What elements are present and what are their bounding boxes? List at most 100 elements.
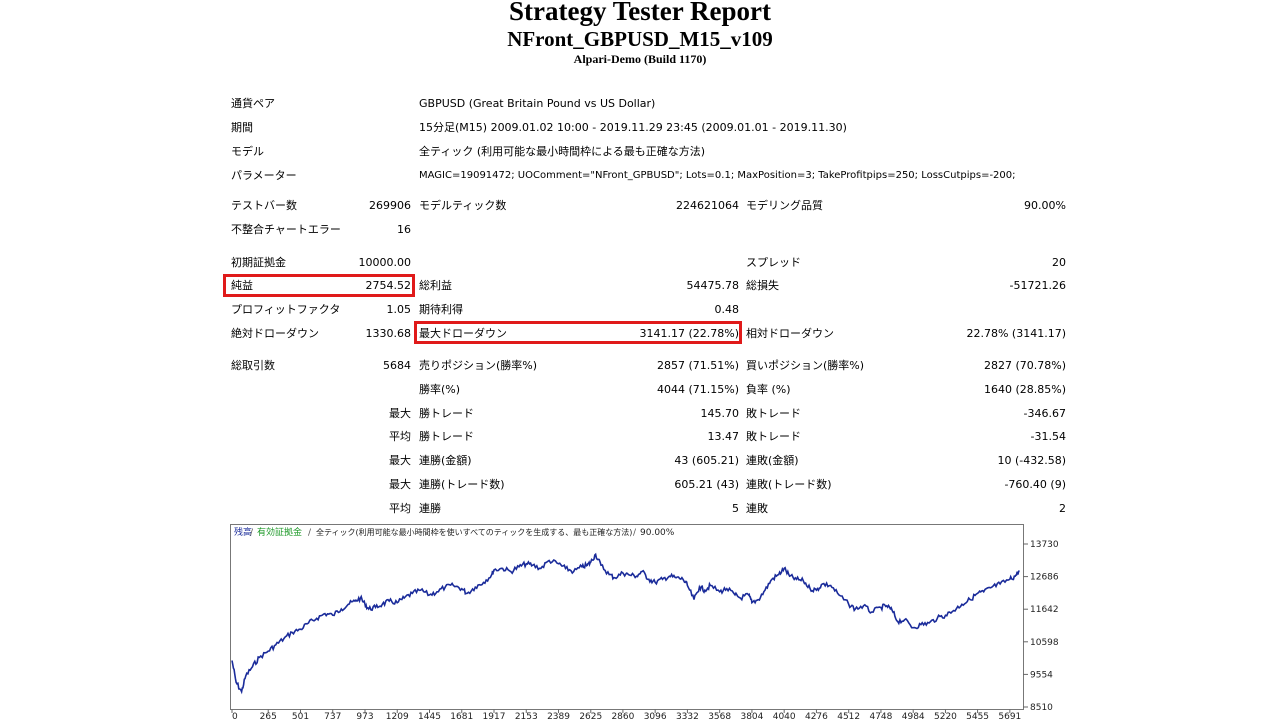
x-tick-label: 3096 bbox=[644, 712, 667, 720]
gross-loss-value: -51721.26 bbox=[1009, 279, 1066, 292]
avg-consec-wins-label: 連勝 bbox=[419, 502, 441, 515]
model-label: モデル bbox=[231, 145, 264, 158]
expected-payoff-value: 0.48 bbox=[714, 303, 740, 316]
x-tick-label: 1445 bbox=[418, 712, 441, 720]
max-label-1: 最大 bbox=[389, 407, 411, 420]
expected-payoff-label: 期待利得 bbox=[419, 303, 463, 316]
bars-label: テストバー数 bbox=[231, 199, 297, 212]
avg-loss-value: -31.54 bbox=[1030, 430, 1066, 443]
caption-equity: 有効証拠金 bbox=[257, 526, 302, 538]
x-tick-label: 3568 bbox=[708, 712, 731, 720]
x-tick-label: 5691 bbox=[998, 712, 1021, 720]
period-value: 15分足(M15) 2009.01.02 10:00 - 2019.11.29 … bbox=[419, 121, 847, 134]
largest-win-label: 勝トレード bbox=[419, 407, 474, 420]
consec-wins-count-value: 605.21 (43) bbox=[674, 478, 739, 491]
x-tick-label: 4276 bbox=[805, 712, 828, 720]
pair-value: GBPUSD (Great Britain Pound vs US Dollar… bbox=[419, 97, 656, 110]
caption-balance: 残高 bbox=[234, 526, 252, 538]
x-tick-label: 3332 bbox=[676, 712, 699, 720]
bars-value: 269906 bbox=[369, 199, 411, 212]
y-tick-label: 10598 bbox=[1030, 638, 1059, 648]
consec-losses-count-label: 連敗(トレード数) bbox=[746, 478, 832, 491]
consec-losses-money-value: 10 (-432.58) bbox=[997, 454, 1066, 467]
spread-label: スプレッド bbox=[746, 256, 801, 269]
balance-chart: 残高 / 有効証拠金 / 全ティック(利用可能な最小時間枠を使いすべてのティック… bbox=[230, 524, 1059, 720]
total-trades-value: 5684 bbox=[383, 359, 411, 372]
short-positions-label: 売りポジション(勝率%) bbox=[419, 359, 538, 372]
max-label-2: 最大 bbox=[389, 454, 411, 467]
deposit-label: 初期証拠金 bbox=[231, 256, 286, 269]
max-drawdown-highlight bbox=[414, 321, 742, 344]
profit-factor-value: 1.05 bbox=[386, 303, 412, 316]
max-drawdown-label: 最大ドローダウン bbox=[419, 327, 507, 340]
net-profit-highlight bbox=[223, 274, 415, 297]
deposit-value: 10000.00 bbox=[358, 256, 412, 269]
profit-factor-label: プロフィットファクタ bbox=[231, 303, 341, 316]
caption-sep-3: / bbox=[633, 528, 637, 538]
avg-loss-label: 敗トレード bbox=[746, 430, 801, 443]
avg-consec-wins-value: 5 bbox=[732, 502, 739, 515]
max-label-3: 最大 bbox=[389, 478, 411, 491]
avg-consec-losses-label: 連敗 bbox=[746, 502, 768, 515]
balance-line bbox=[231, 552, 1020, 695]
abs-drawdown-value: 1330.68 bbox=[365, 327, 412, 340]
avg-win-label: 勝トレード bbox=[419, 430, 474, 443]
quality-label: モデリング品質 bbox=[746, 199, 823, 212]
x-tick-label: 4040 bbox=[773, 712, 796, 720]
net-profit-value: 2754.52 bbox=[365, 279, 412, 292]
win-rate-label: 勝率(%) bbox=[419, 383, 461, 396]
gross-loss-label: 総損失 bbox=[746, 279, 779, 292]
x-tick-label: 1681 bbox=[450, 712, 473, 720]
win-rate-value: 4044 (71.15%) bbox=[656, 383, 739, 396]
caption-sep-2: / bbox=[308, 528, 312, 538]
largest-win-value: 145.70 bbox=[700, 407, 740, 420]
x-tick-label: 265 bbox=[260, 712, 277, 720]
consec-losses-money-label: 連敗(金額) bbox=[746, 454, 799, 467]
long-positions-value: 2827 (70.78%) bbox=[983, 359, 1066, 372]
x-tick-label: 4984 bbox=[902, 712, 925, 720]
rel-drawdown-value: 22.78% (3141.17) bbox=[966, 327, 1066, 340]
x-tick-label: 1209 bbox=[386, 712, 409, 720]
max-drawdown-value: 3141.17 (22.78%) bbox=[639, 327, 739, 340]
errors-label: 不整合チャートエラー bbox=[231, 223, 341, 236]
pair-label: 通貨ペア bbox=[231, 97, 275, 110]
long-positions-label: 買いポジション(勝率%) bbox=[746, 359, 865, 372]
rel-drawdown-label: 相対ドローダウン bbox=[746, 327, 834, 340]
x-tick-label: 2625 bbox=[579, 712, 602, 720]
caption-quality: 90.00% bbox=[640, 528, 675, 538]
y-tick-label: 13730 bbox=[1030, 540, 1059, 550]
x-tick-label: 2389 bbox=[547, 712, 570, 720]
model-value: 全ティック (利用可能な最小時間枠による最も正確な方法) bbox=[419, 145, 706, 158]
short-positions-value: 2857 (71.51%) bbox=[656, 359, 739, 372]
params-value: MAGIC=19091472; UOComment="NFront_GPBUSD… bbox=[419, 170, 1016, 181]
total-trades-label: 総取引数 bbox=[231, 359, 275, 372]
abs-drawdown-label: 絶対ドローダウン bbox=[231, 327, 319, 340]
period-label: 期間 bbox=[231, 121, 253, 134]
x-tick-label: 2153 bbox=[515, 712, 538, 720]
x-tick-label: 737 bbox=[324, 712, 341, 720]
consec-wins-money-label: 連勝(金額) bbox=[419, 454, 472, 467]
ea-name: NFront_GBPUSD_M15_v109 bbox=[507, 27, 773, 51]
avg-label-2: 平均 bbox=[389, 502, 411, 515]
x-tick-label: 0 bbox=[232, 712, 238, 720]
server-build: Alpari-Demo (Build 1170) bbox=[573, 52, 707, 66]
consec-losses-count-value: -760.40 (9) bbox=[1004, 478, 1066, 491]
loss-rate-value: 1640 (28.85%) bbox=[983, 383, 1066, 396]
spread-value: 20 bbox=[1052, 256, 1066, 269]
gross-profit-label: 総利益 bbox=[419, 279, 452, 292]
y-tick-label: 11642 bbox=[1030, 605, 1059, 615]
caption-sep-1: / bbox=[250, 528, 254, 538]
errors-value: 16 bbox=[397, 223, 411, 236]
y-tick-label: 12686 bbox=[1030, 573, 1059, 583]
net-profit-label: 純益 bbox=[231, 279, 253, 292]
x-tick-label: 5220 bbox=[934, 712, 957, 720]
x-tick-label: 973 bbox=[356, 712, 373, 720]
plot-frame bbox=[230, 524, 1024, 710]
x-tick-label: 2860 bbox=[611, 712, 634, 720]
quality-value: 90.00% bbox=[1024, 199, 1066, 212]
ticks-label: モデルティック数 bbox=[419, 199, 507, 212]
x-tick-label: 501 bbox=[292, 712, 309, 720]
largest-loss-label: 敗トレード bbox=[746, 407, 801, 420]
x-tick-label: 3804 bbox=[740, 712, 763, 720]
y-tick-label: 8510 bbox=[1030, 703, 1053, 713]
